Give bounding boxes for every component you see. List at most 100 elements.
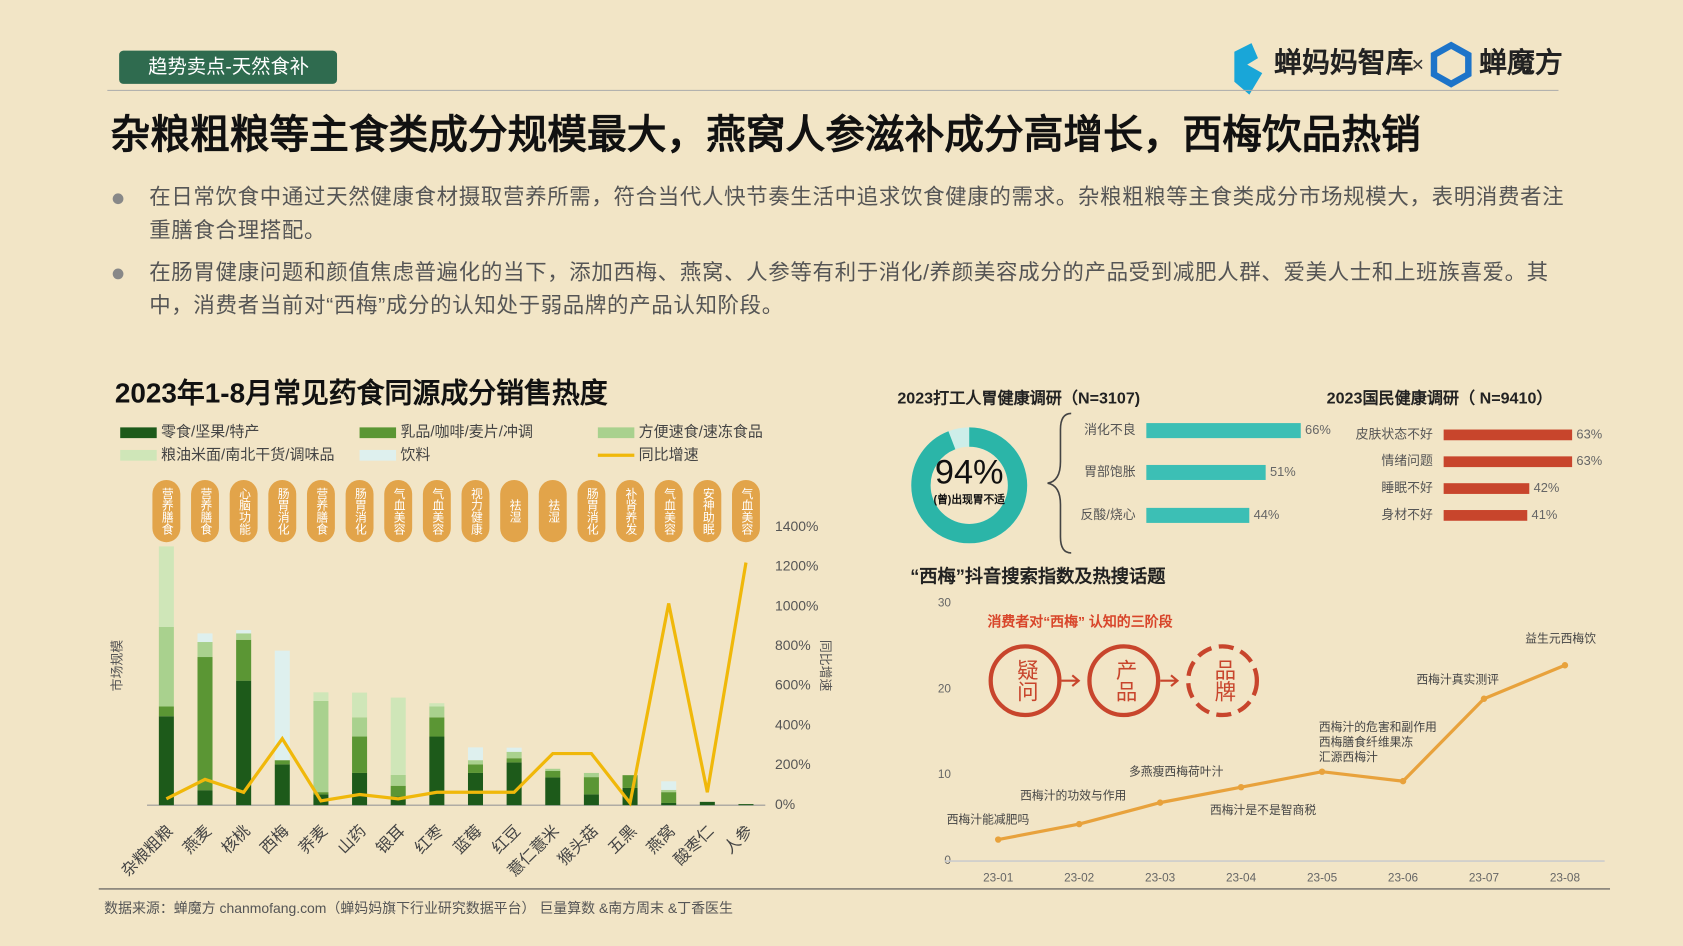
bar-segment (390, 796, 406, 806)
bar-segment (274, 650, 290, 761)
stage-label: 品牌 (1212, 659, 1236, 702)
bar-segment (390, 785, 406, 797)
bar-segment (583, 777, 599, 795)
tag-label: 营养膳食 (199, 487, 213, 535)
bar-segment (661, 781, 677, 790)
brand-left: 蝉妈妈智库 (1274, 46, 1414, 78)
y2-axis-label: 同比增速 (818, 640, 833, 692)
category-label: 情绪问题 (1381, 453, 1433, 468)
bar-segment (197, 657, 213, 791)
bar-segment (352, 736, 368, 773)
legend-marker (120, 427, 157, 439)
bar-segment (506, 751, 522, 759)
tag-box (654, 479, 683, 543)
value-label: 63% (1576, 453, 1602, 468)
legend-marker (597, 427, 635, 439)
legend-marker (359, 449, 397, 461)
bar (1443, 429, 1573, 441)
x-tick-label: 23-06 (1388, 870, 1419, 884)
bar-segment (158, 706, 174, 717)
bar (1443, 510, 1528, 521)
bar-segment (738, 804, 754, 806)
y2-tick-label: 400% (775, 716, 811, 732)
bullet: 在肠胃健康问题和颜值焦虑普遍化的当下，添加西梅、燕窝、人参等有利于消化/养颜美容… (149, 261, 1548, 318)
bar (1146, 464, 1266, 480)
legend-marker (359, 427, 397, 439)
bar-segment (545, 771, 561, 778)
bullet-text: 在日常饮食中通过天然健康食材摄取营养所需，符合当代人快节奏生活中追求饮食健康的需… (149, 185, 1565, 243)
value-label: 66% (1305, 422, 1331, 437)
tag-box (306, 479, 335, 543)
bar-segment (467, 747, 484, 761)
bar-segment (274, 764, 290, 806)
x-tick-label: 23-03 (1145, 870, 1176, 884)
tag-label: 营养膳食 (160, 487, 174, 535)
tag-label: 肠胃消化 (585, 488, 599, 536)
y2-tick-label: 800% (775, 637, 811, 653)
value-label: 41% (1532, 507, 1558, 522)
point-label: 益生元西梅饮 (1525, 632, 1596, 646)
point (1075, 820, 1083, 828)
tag-box (461, 479, 490, 543)
tag-label: 视力健康 (469, 487, 483, 535)
bar-segment (352, 772, 368, 806)
bar-segment (352, 692, 368, 718)
bar (1146, 507, 1250, 523)
legend-label: 零食/坚果/特产 (161, 424, 259, 441)
legend-label: 同比增速 (639, 446, 699, 463)
bar-segment (429, 736, 445, 806)
y2-tick-label: 200% (775, 756, 811, 772)
bullet-dot (112, 268, 124, 280)
bar-segment (390, 774, 406, 786)
bar-segment (506, 758, 522, 763)
tag-box (422, 479, 451, 543)
tag-label: 安神助眠 (701, 487, 715, 535)
donut-arc (911, 427, 1028, 544)
tag-label: 补肾养发 (624, 488, 638, 536)
logo-icon (1430, 41, 1472, 88)
bar-segment (352, 717, 368, 737)
bar-segment (236, 680, 252, 806)
point (1480, 695, 1488, 702)
chart-title: “西梅”抖音搜索指数及热搜话题 (910, 565, 1166, 586)
y2-tick-label: 1200% (775, 558, 818, 574)
tag-box (538, 479, 567, 543)
legend-label: 方便速食/速冻食品 (639, 423, 763, 441)
bar-segment (506, 747, 522, 752)
value-label: 44% (1254, 507, 1280, 522)
stage-circle (988, 644, 1062, 718)
point-label: 汇源西梅汁 (1319, 750, 1378, 764)
tag-label: 气血美容 (740, 487, 754, 535)
y2-tick-label: 600% (775, 677, 811, 693)
chart-title: 2023打工人胃健康调研（N=3107) (897, 389, 1140, 408)
y-tick-label: 20 (938, 681, 952, 695)
brace (1047, 412, 1072, 554)
y2-tick-label: 1000% (775, 597, 818, 613)
bar (1443, 456, 1573, 468)
legend-label: 粮油米面/南北干货/调味品 (161, 446, 335, 463)
bar-segment (236, 630, 252, 634)
title: 杂粮粗粮等主食类成分规模最大，燕窝人参滋补成分高增长，西梅饮品热销 (111, 113, 1421, 157)
point-label: 西梅汁的功效与作用 (1020, 788, 1126, 802)
tag-label: 营养膳食 (315, 487, 329, 535)
source: 数据来源：蝉魔方 chanmofang.com（蝉妈妈旗下行业研究数据平台） 巨… (104, 900, 733, 916)
tag: 趋势卖点-天然食补 (148, 56, 309, 78)
stage-circle (1087, 644, 1161, 718)
donut-value: 94% (935, 454, 1004, 492)
tag-box (345, 479, 374, 543)
bar-segment (583, 772, 599, 778)
bullet: 在日常饮食中通过天然健康食材摄取营养所需，符合当代人快节奏生活中追求饮食健康的需… (149, 185, 1565, 243)
legend-marker (120, 449, 157, 461)
point (1561, 662, 1569, 669)
bar-segment (467, 772, 484, 806)
category-label: 睡眠不好 (1381, 480, 1433, 495)
tag-box (500, 479, 529, 543)
point (1156, 799, 1164, 806)
tag-box (191, 479, 219, 543)
y2-tick-label: 1400% (775, 518, 818, 534)
bar-segment (158, 546, 174, 628)
bar (1443, 483, 1530, 494)
tag-label: 肠胃消化 (353, 488, 367, 536)
tag-box (152, 479, 181, 543)
chart-title: 2023年1-8月常见药食同源成分销售热度 (115, 377, 608, 409)
